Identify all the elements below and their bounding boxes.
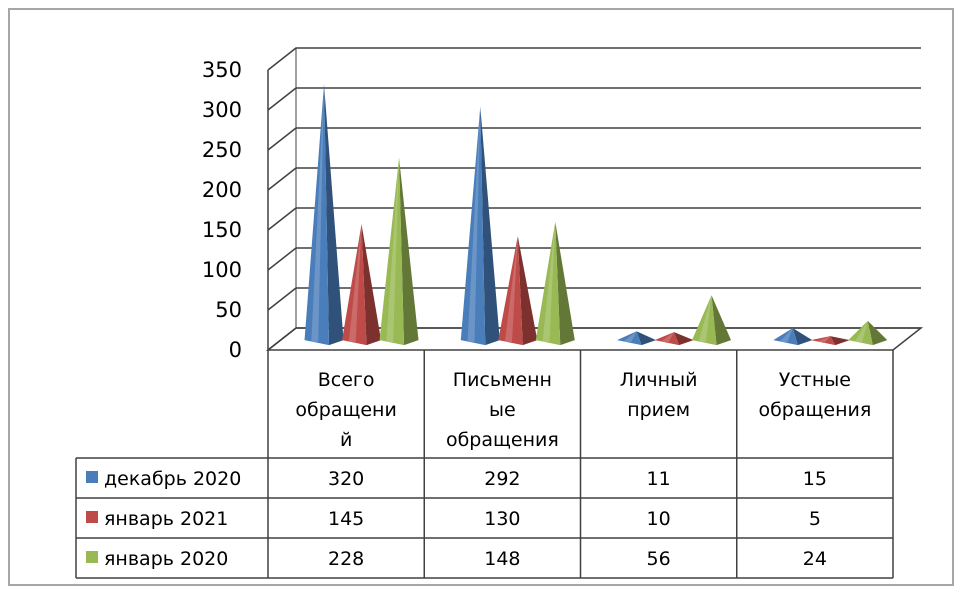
y-tick-label: 100	[202, 258, 242, 282]
y-tick-label: 250	[202, 138, 242, 162]
cone-highlight	[311, 84, 325, 344]
legend-label: январь 2020	[104, 548, 228, 570]
cone-front-face	[535, 221, 561, 346]
cone-front-face	[379, 157, 405, 346]
cone-highlight	[505, 236, 518, 344]
cone-shadow-face	[792, 328, 813, 346]
data-value: 130	[484, 508, 520, 530]
cone-shadow-face	[711, 295, 732, 346]
category-label: обращения	[446, 429, 559, 451]
legend-key	[86, 511, 98, 523]
y-tick-label: 350	[202, 58, 242, 82]
data-value: 11	[647, 468, 671, 490]
cone-highlight	[542, 221, 556, 344]
cone-shadow-face	[674, 332, 694, 346]
cone-front-face	[304, 84, 330, 346]
category-label: Устные	[779, 369, 851, 391]
cone-highlight	[348, 224, 362, 344]
legend-key	[86, 551, 98, 563]
data-value: 292	[484, 468, 520, 490]
data-value: 320	[328, 468, 364, 490]
y-tick-label: 0	[229, 338, 242, 362]
data-value: 56	[647, 548, 671, 570]
cone-shadow-face	[361, 224, 382, 346]
data-value: 145	[328, 508, 364, 530]
cone-shadow-face	[399, 157, 419, 346]
category-label: Всего	[318, 369, 375, 391]
cone-front-face	[692, 295, 717, 346]
legend-label: декабрь 2020	[104, 468, 241, 490]
legend-label: январь 2021	[104, 508, 228, 530]
cone-shadow-face	[636, 331, 657, 346]
cone-front-face	[460, 106, 486, 346]
cone-shadow-face	[867, 320, 888, 346]
cone-highlight	[817, 336, 831, 344]
y-tick-label: 300	[202, 98, 242, 122]
cone-highlight	[855, 320, 868, 344]
cone-highlight	[467, 106, 481, 344]
cone-front-face	[498, 236, 523, 346]
category-label: обращения	[758, 399, 871, 421]
category-label: прием	[627, 399, 690, 421]
y-tick-label: 150	[202, 218, 242, 242]
data-value: 228	[328, 548, 364, 570]
data-value: 148	[484, 548, 520, 570]
data-value: 15	[803, 468, 827, 490]
cone-highlight	[623, 331, 637, 344]
y-tick-label: 200	[202, 178, 242, 202]
legend-key	[86, 471, 98, 483]
data-value: 10	[647, 508, 671, 530]
category-label: Письменн	[453, 369, 552, 391]
cone-shadow-face	[555, 221, 575, 346]
cone-front-face	[342, 224, 367, 346]
category-label: й	[340, 429, 352, 451]
cone-shadow-face	[830, 336, 850, 346]
cone-highlight	[698, 295, 712, 344]
cone-highlight	[661, 332, 675, 344]
data-value: 24	[803, 548, 827, 570]
cone-highlight	[386, 157, 400, 344]
category-label: обращени	[295, 399, 396, 421]
cone-shadow-face	[480, 106, 500, 346]
back-wall	[268, 48, 921, 350]
category-label: Личный	[620, 369, 698, 391]
data-value: 5	[809, 508, 821, 530]
cone-highlight	[780, 328, 793, 344]
cone-shadow-face	[324, 84, 344, 346]
cone-shadow-face	[517, 236, 538, 346]
y-tick-label: 50	[215, 298, 242, 322]
category-label: ые	[489, 399, 516, 421]
